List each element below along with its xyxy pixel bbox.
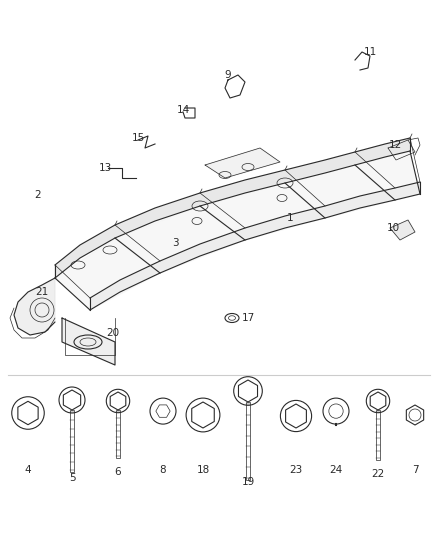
Text: 23: 23: [290, 465, 303, 475]
Polygon shape: [62, 318, 115, 365]
Text: 15: 15: [131, 133, 145, 143]
Polygon shape: [355, 151, 420, 200]
Polygon shape: [55, 138, 410, 278]
Bar: [70, 410, 74, 472]
Polygon shape: [285, 165, 395, 218]
Text: 2: 2: [35, 190, 41, 200]
Polygon shape: [205, 148, 280, 178]
Text: 10: 10: [386, 223, 399, 233]
Text: 1: 1: [287, 213, 293, 223]
Text: 22: 22: [371, 469, 385, 479]
Bar: [116, 410, 120, 458]
Text: 9: 9: [225, 70, 231, 80]
Bar: [376, 410, 380, 460]
Text: 4: 4: [25, 465, 31, 475]
Text: 12: 12: [389, 140, 402, 150]
Text: 17: 17: [241, 313, 254, 323]
Text: 8: 8: [160, 465, 166, 475]
Polygon shape: [390, 220, 415, 240]
Text: 18: 18: [196, 465, 210, 475]
Text: 5: 5: [69, 473, 75, 483]
Text: 19: 19: [241, 477, 254, 487]
Text: 20: 20: [106, 328, 120, 338]
Text: 11: 11: [364, 47, 377, 57]
Polygon shape: [115, 206, 245, 273]
Polygon shape: [55, 238, 160, 310]
Text: 13: 13: [99, 163, 112, 173]
Bar: [246, 402, 250, 480]
Polygon shape: [14, 278, 55, 335]
Text: 6: 6: [115, 467, 121, 477]
Text: 24: 24: [329, 465, 343, 475]
Text: 7: 7: [412, 465, 418, 475]
Text: 14: 14: [177, 105, 190, 115]
Polygon shape: [90, 182, 420, 310]
Polygon shape: [200, 183, 325, 240]
Text: 21: 21: [35, 287, 49, 297]
Text: 3: 3: [172, 238, 178, 248]
